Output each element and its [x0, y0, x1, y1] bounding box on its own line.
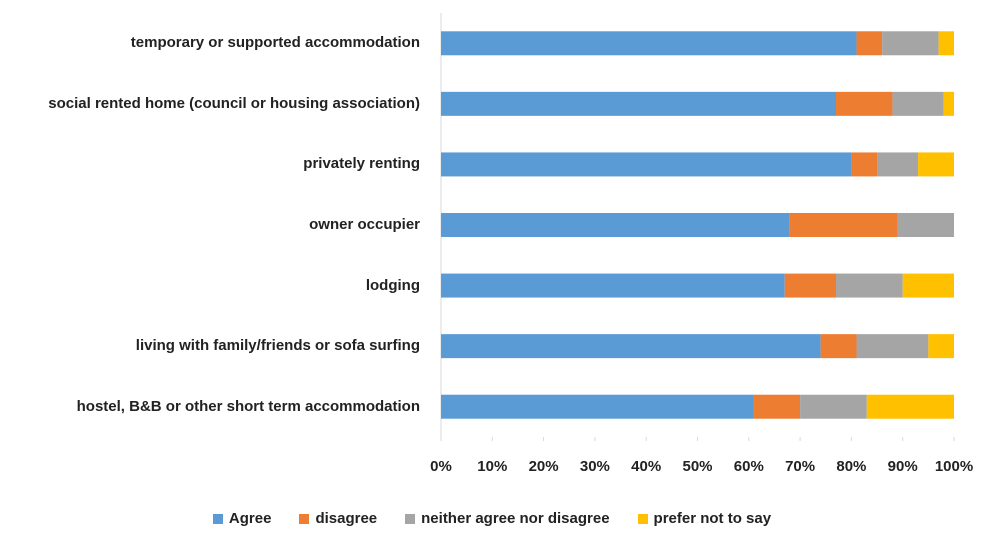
legend: Agree disagree neither agree nor disagree p… — [0, 510, 984, 527]
bar-segment — [836, 273, 903, 298]
legend-swatch — [637, 513, 648, 524]
bar-segment — [820, 334, 857, 359]
bar-segment — [892, 91, 944, 116]
bar-segment — [851, 152, 878, 177]
legend-label: disagree — [315, 510, 378, 527]
bar-segment — [902, 273, 954, 298]
category-label: privately renting — [303, 155, 420, 173]
legend-label: Agree — [228, 510, 272, 527]
bar-segment — [877, 152, 919, 177]
x-tick-label: 0% — [430, 458, 452, 475]
category-label: temporary or supported accommodation — [130, 34, 420, 52]
bar-segment — [856, 334, 929, 359]
x-tick-label: 10% — [477, 458, 507, 475]
x-tick-label: 60% — [734, 458, 764, 475]
category-label: hostel, B&B or other short term accommod… — [76, 397, 420, 415]
bar-segment — [441, 334, 821, 359]
legend-item: Agree — [212, 510, 272, 527]
x-tick-label: 50% — [682, 458, 712, 475]
legend-swatch — [299, 513, 310, 524]
bar-segment — [836, 91, 893, 116]
category-label: social rented home (council or housing a… — [48, 94, 420, 112]
bar-segment — [938, 31, 954, 56]
x-tick-label: 100% — [935, 458, 973, 475]
bar-segment — [753, 394, 801, 419]
category-label: living with family/friends or sofa surfi… — [135, 337, 420, 355]
bar-segment — [441, 273, 785, 298]
category-label: lodging — [365, 276, 420, 294]
bar-segment — [784, 273, 837, 298]
bar-segment — [928, 334, 954, 359]
legend-label: neither agree nor disagree — [421, 510, 610, 527]
bar-segment — [441, 31, 857, 56]
bar-segment — [441, 152, 852, 177]
bar-segment — [789, 213, 898, 237]
legend-swatch — [212, 513, 223, 524]
x-tick-label: 20% — [529, 458, 559, 475]
x-tick-label: 30% — [580, 458, 610, 475]
x-tick-label: 90% — [888, 458, 918, 475]
legend-item: neither agree nor disagree — [405, 510, 610, 527]
bar-segment — [897, 213, 954, 237]
x-tick-label: 70% — [785, 458, 815, 475]
bar-segment — [441, 394, 754, 419]
legend-item: disagree — [299, 510, 377, 527]
bar-segment — [441, 91, 837, 116]
bar-segment — [866, 394, 954, 419]
legend-swatch — [405, 513, 416, 524]
bar-segment — [441, 213, 790, 237]
x-tick-label: 80% — [836, 458, 866, 475]
bar-segment — [800, 394, 867, 419]
bar-segment — [943, 91, 954, 116]
bar-segment — [882, 31, 939, 56]
bar-segment — [856, 31, 883, 56]
legend-label: prefer not to say — [653, 510, 772, 527]
legend-item: prefer not to say — [637, 510, 772, 527]
x-tick-label: 40% — [631, 458, 661, 475]
bar-segment — [918, 152, 954, 177]
category-label: owner occupier — [309, 216, 420, 233]
